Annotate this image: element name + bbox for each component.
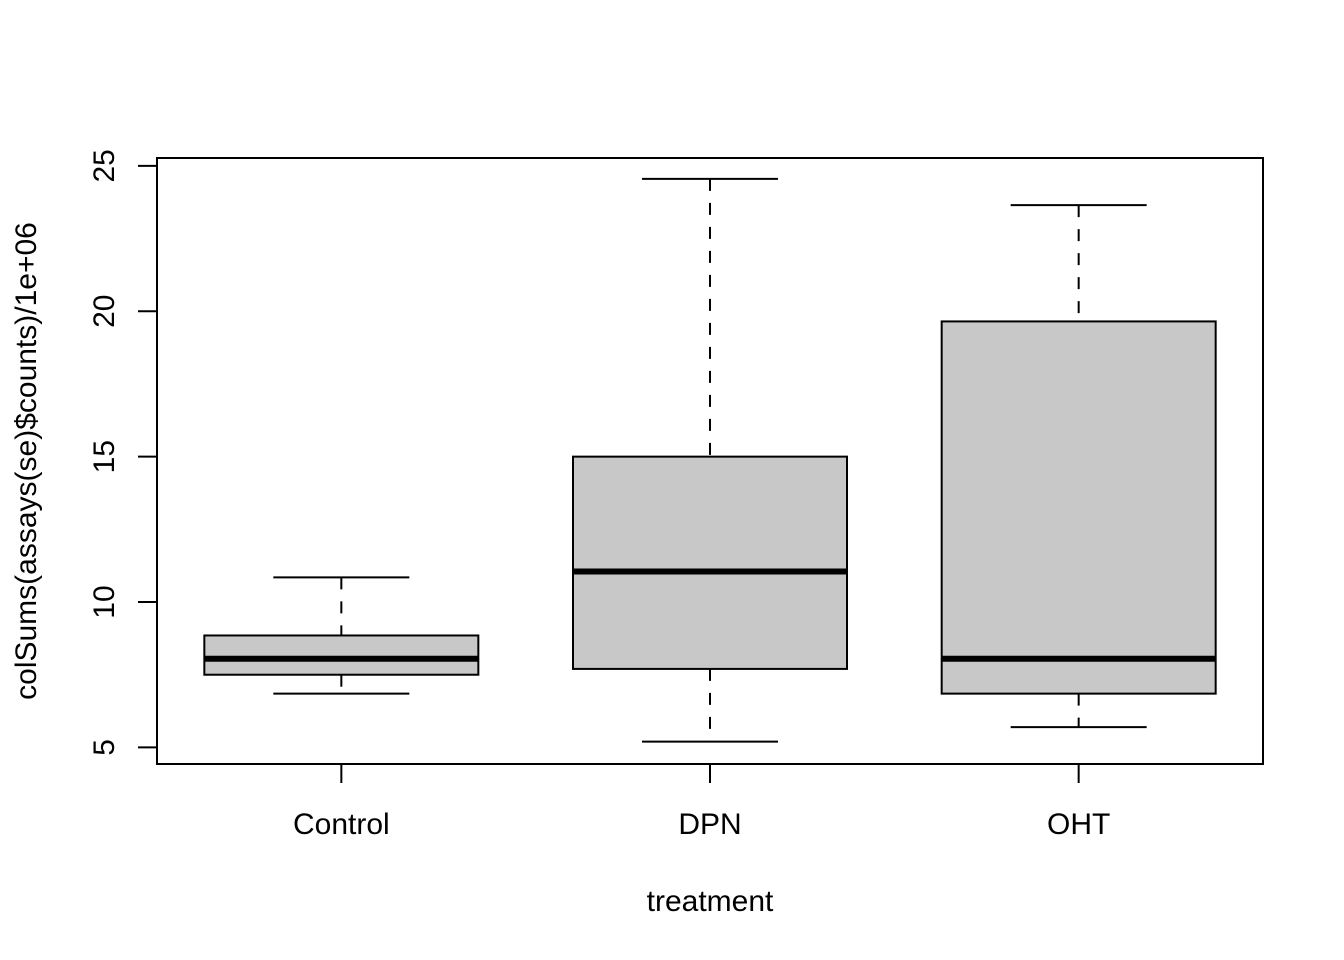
x-tick-label: Control — [293, 808, 390, 841]
boxes — [203, 177, 1217, 743]
iqr-box — [203, 634, 480, 676]
y-tick-label: 5 — [88, 739, 121, 756]
box-control — [203, 576, 480, 695]
y-tick-label: 10 — [88, 585, 121, 618]
x-tick-label: OHT — [1047, 808, 1110, 841]
y-tick-label: 20 — [88, 295, 121, 328]
box-dpn — [572, 177, 848, 743]
y-axis: 5 10 15 20 25 — [88, 149, 158, 756]
y-tick-label: 25 — [88, 149, 121, 182]
y-tick-label: 15 — [88, 440, 121, 473]
iqr-box — [940, 320, 1217, 695]
x-tick-label: DPN — [678, 808, 741, 841]
iqr-box — [572, 455, 848, 670]
box-oht — [940, 204, 1217, 729]
y-axis-label: colSums(assays(se)$counts)/1e+06 — [10, 222, 43, 700]
x-axis: Control DPN OHT — [293, 764, 1110, 841]
x-axis-label: treatment — [647, 885, 774, 918]
